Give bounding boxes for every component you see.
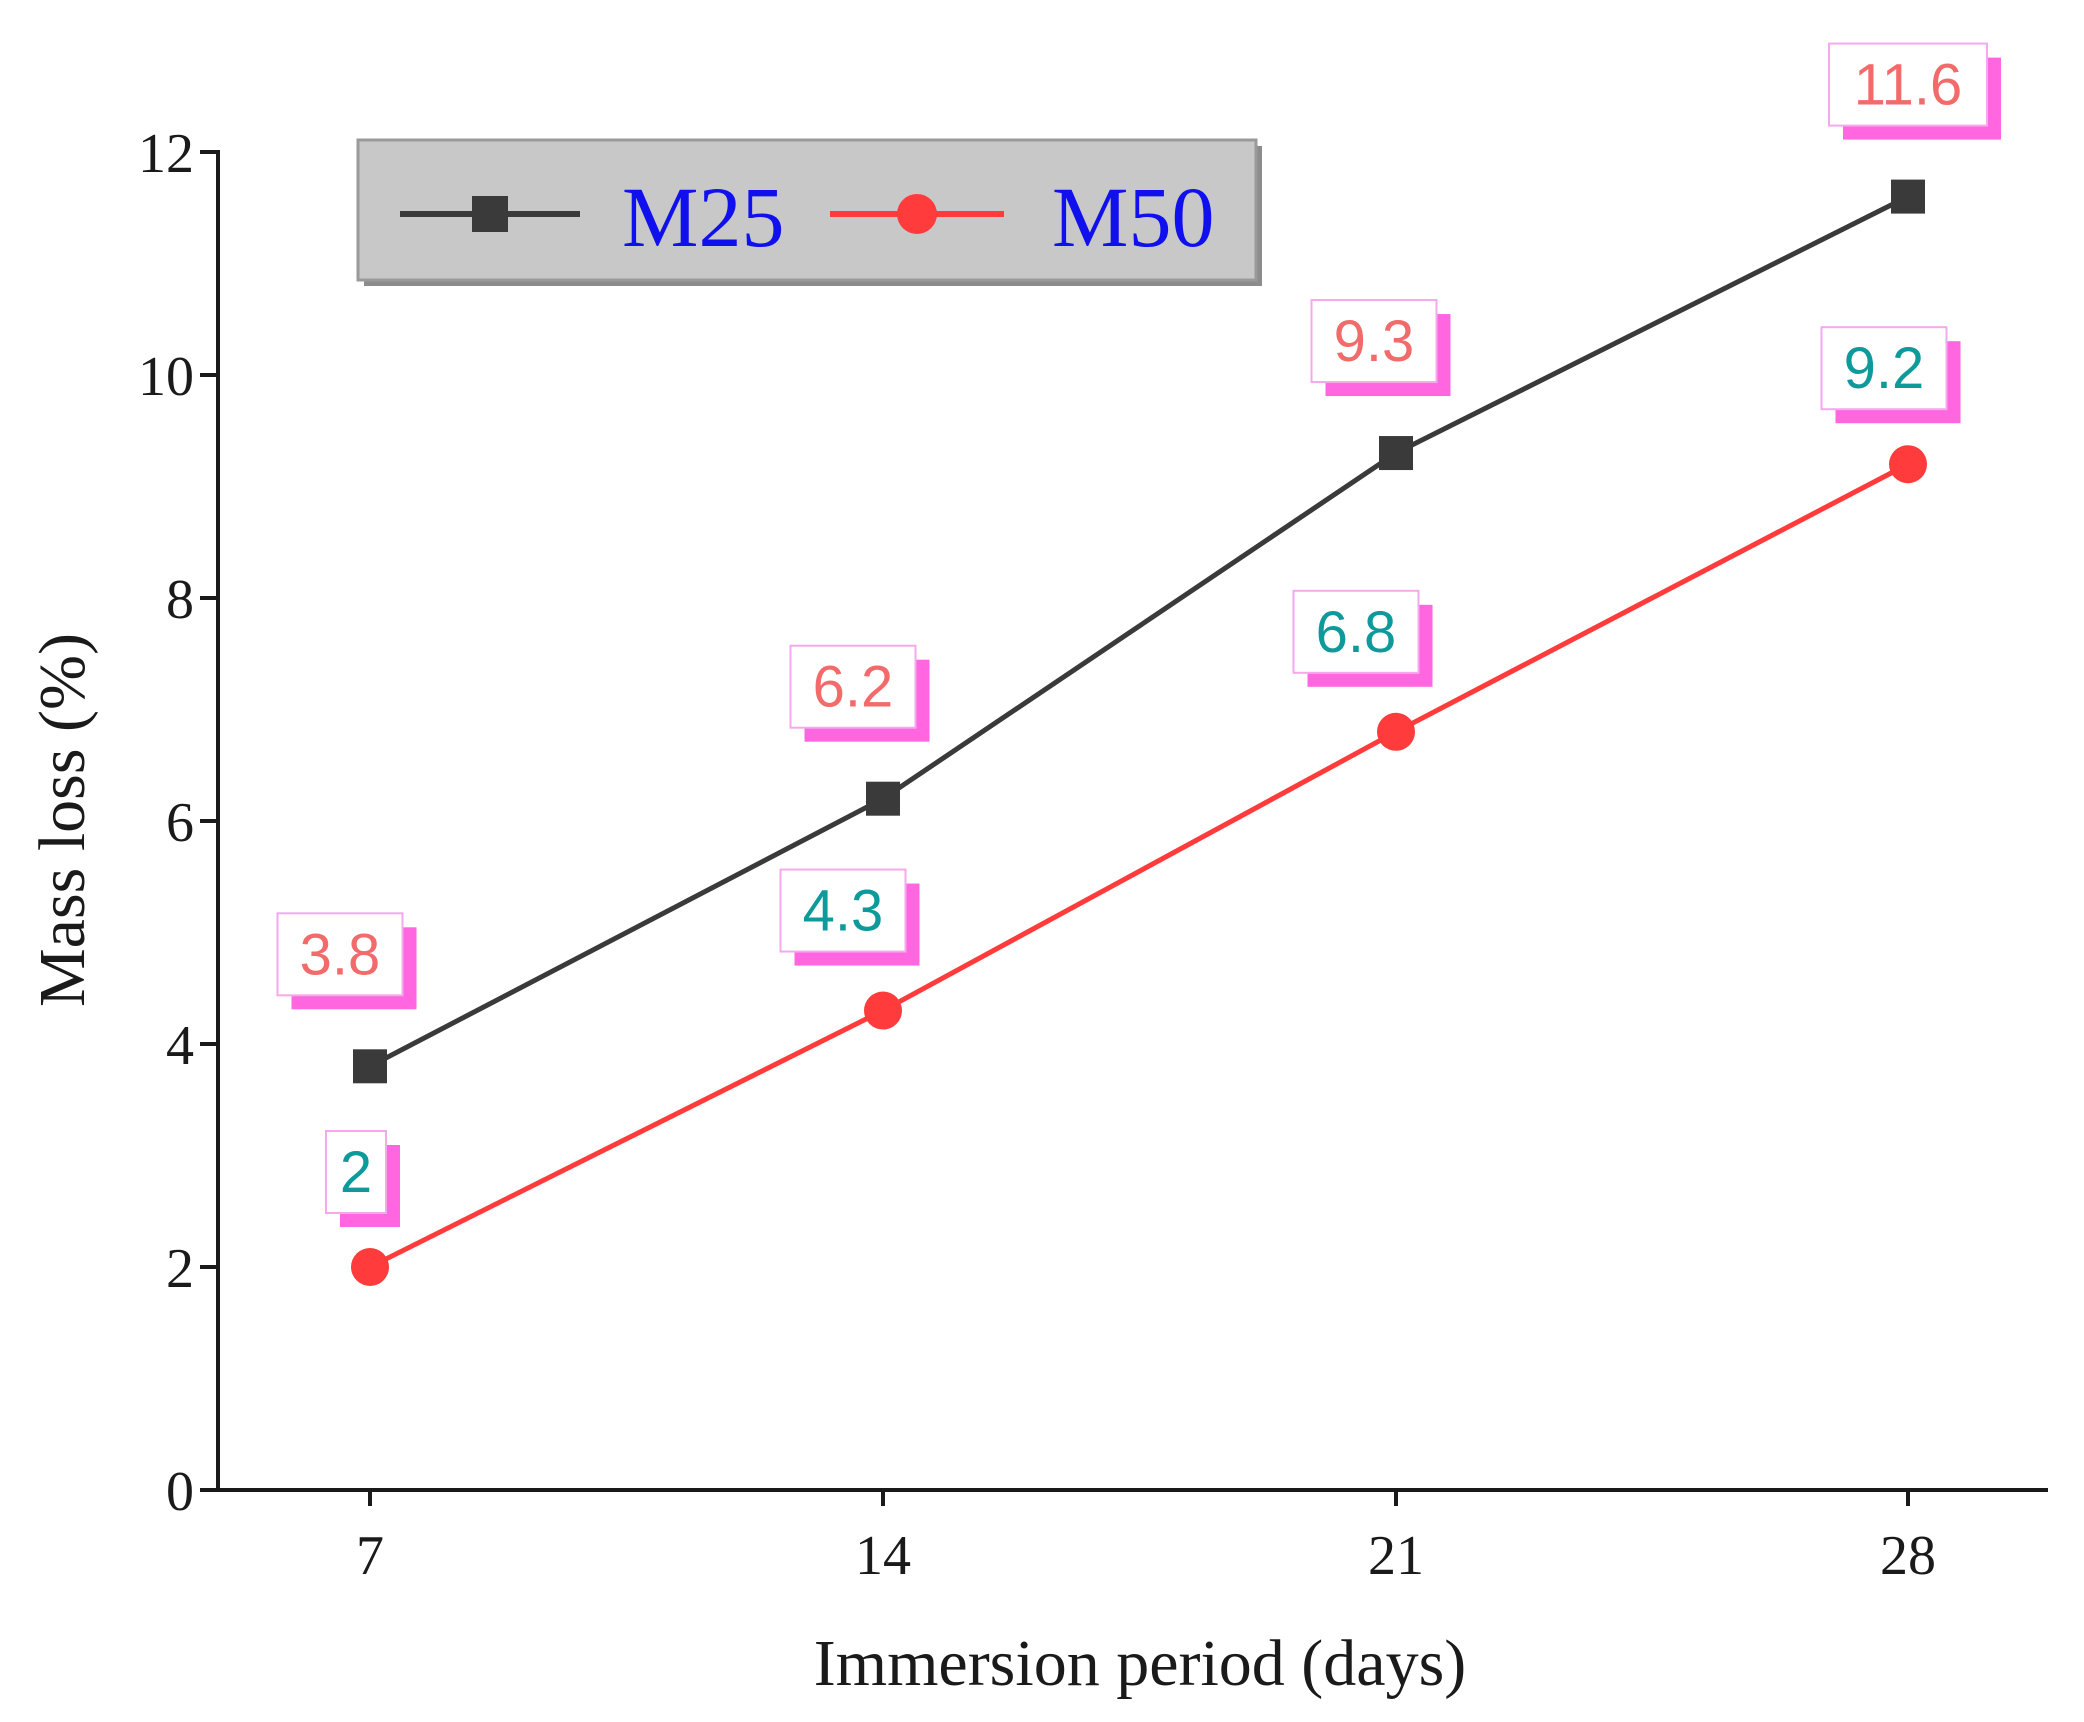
- legend-marker-m25: [472, 196, 508, 232]
- data-label-m25-21: 9.3: [1310, 299, 1451, 397]
- point-m50-21: [1377, 712, 1415, 751]
- data-label-box: [1820, 326, 1948, 411]
- data-label-box: [1292, 589, 1420, 674]
- y-tick-label: 2: [166, 1238, 194, 1300]
- data-label-m50-21: 6.8: [1292, 589, 1433, 687]
- y-axis-title: Mass loss (%): [26, 633, 99, 1007]
- data-label-m50-14: 4.3: [779, 868, 920, 966]
- data-label-text: 11.6: [1854, 53, 1963, 118]
- x-tick-label: 21: [1368, 1525, 1424, 1587]
- x-axis-title: Immersion period (days): [814, 1627, 1467, 1700]
- y-tick-label: 10: [138, 346, 194, 408]
- data-label-text: 6.8: [1316, 600, 1397, 665]
- data-label-m25-14: 6.2: [789, 644, 930, 742]
- y-tick-label: 0: [166, 1461, 194, 1523]
- data-label-m50-7: 2: [325, 1130, 400, 1227]
- legend-label-m50: M50: [1052, 169, 1214, 265]
- point-m25-7: [353, 1049, 387, 1084]
- data-label-box: [1310, 299, 1438, 384]
- legend-label-m25: M25: [622, 169, 784, 265]
- y-tick-label: 8: [166, 569, 194, 631]
- data-label-text: 4.3: [803, 879, 884, 944]
- data-label-text: 2: [340, 1140, 372, 1205]
- data-label-text: 9.2: [1844, 336, 1925, 401]
- data-label-m25-7: 3.8: [276, 912, 417, 1010]
- y-tick-label: 4: [166, 1015, 194, 1077]
- axes: 0 2 4 6 8 10 12 7 14 21 28 Immersion period (days) M…: [26, 123, 2048, 1700]
- data-label-text: 3.8: [300, 922, 381, 987]
- point-m25-28: [1891, 179, 1925, 214]
- x-tick-label: 7: [356, 1525, 384, 1587]
- point-m50-7: [351, 1248, 389, 1286]
- legend-marker-m50: [897, 194, 937, 234]
- point-m25-21: [1379, 436, 1413, 471]
- data-label-box: [779, 868, 907, 953]
- data-label-box: [276, 912, 404, 997]
- point-m50-28: [1889, 445, 1927, 484]
- point-m25-14: [866, 781, 900, 816]
- legend: M25 M50: [356, 138, 1262, 286]
- x-tick-label: 14: [855, 1525, 911, 1587]
- series-line-m25: [368, 194, 1910, 1069]
- y-tick-label: 6: [166, 792, 194, 854]
- data-label-box: [789, 644, 917, 729]
- data-label-m25-28: 11.6: [1828, 42, 2001, 140]
- data-label-text: 9.3: [1334, 309, 1415, 374]
- y-tick-label: 12: [138, 123, 194, 185]
- data-label-box: [1828, 42, 1988, 127]
- data-label-box: [325, 1130, 387, 1214]
- series-layer: [351, 179, 1927, 1286]
- data-label-text: 6.2: [813, 655, 894, 720]
- x-tick-label: 28: [1880, 1525, 1936, 1587]
- series-line-m50: [368, 461, 1910, 1270]
- point-m50-14: [864, 991, 902, 1030]
- data-labels-layer: 3.8 6.2 9.3 11.6 2 4.3 6.8 9.2: [276, 42, 2001, 1227]
- data-label-m50-28: 9.2: [1820, 326, 1961, 424]
